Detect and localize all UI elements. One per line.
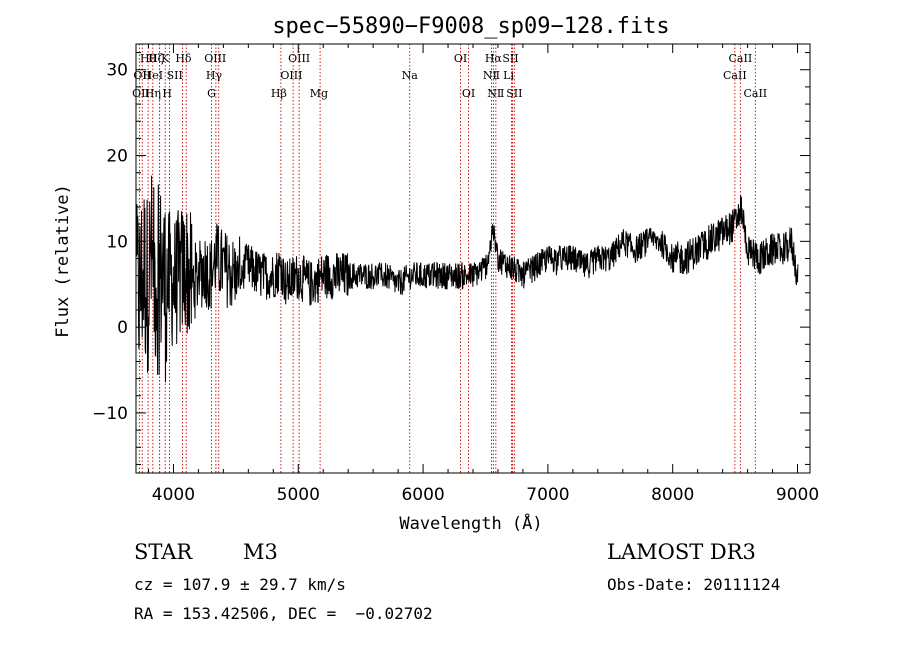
- emission-line-markers: [138, 44, 756, 473]
- line-label-24: Li: [503, 69, 514, 82]
- object-subclass: M3: [243, 540, 278, 564]
- line-label-27: CaII: [729, 52, 753, 65]
- line-label-2: OII: [133, 69, 151, 82]
- line-label-1: Hθ: [140, 52, 157, 65]
- line-label-26: CaII: [723, 69, 747, 82]
- line-label-14: OIII: [280, 69, 302, 82]
- line-label-4: HeI: [143, 69, 163, 82]
- line-label-19: OI: [462, 87, 475, 100]
- line-label-5: Hζ: [148, 52, 164, 65]
- y-axis-label: Flux (relative): [53, 184, 73, 338]
- line-label-13: Hβ: [271, 87, 287, 100]
- y-tick-label-0: −10: [92, 404, 128, 424]
- x-tick-label-4: 8000: [651, 485, 694, 505]
- object-class: STAR: [134, 540, 193, 564]
- y-tick-label-1: 0: [117, 318, 128, 338]
- line-label-7: H: [162, 87, 172, 100]
- line-label-25: SII: [506, 87, 522, 100]
- survey-name: LAMOST DR3: [607, 540, 756, 564]
- coordinates: RA = 153.42506, DEC = −0.02702: [134, 604, 433, 623]
- line-label-0: OII: [132, 87, 150, 100]
- line-label-15: OIII: [288, 52, 310, 65]
- line-label-9: Hδ: [175, 52, 192, 65]
- line-label-22: NⅡ: [487, 87, 504, 100]
- y-tick-label-3: 20: [106, 147, 128, 167]
- chart-title: spec−55890−F9008_sp09−128.fits: [272, 14, 669, 39]
- line-label-16: Mg: [310, 87, 328, 100]
- line-label-12: Hγ: [206, 69, 223, 82]
- line-label-23: SII: [502, 52, 518, 65]
- x-tick-label-2: 6000: [401, 485, 444, 505]
- y-axis-ticks: −10 0 10 20 30: [92, 52, 810, 465]
- line-label-21: Hα: [485, 52, 503, 65]
- line-label-17: Na: [402, 69, 419, 82]
- plot-frame: [135, 43, 811, 474]
- x-tick-label-1: 5000: [277, 485, 320, 505]
- line-label-11: OIII: [204, 52, 226, 65]
- x-tick-label-0: 4000: [152, 485, 195, 505]
- flux-trace: [136, 175, 799, 383]
- x-axis-ticks: 4000 5000 6000 7000 8000 9000: [147, 44, 819, 505]
- y-tick-label-2: 10: [106, 232, 128, 252]
- line-label-20: NⅡ: [483, 69, 500, 82]
- line-label-28: CaII: [743, 87, 767, 100]
- line-label-6: K: [161, 52, 170, 65]
- y-tick-label-4: 30: [106, 61, 128, 81]
- redshift-velocity: cz = 107.9 ± 29.7 km/s: [134, 575, 346, 594]
- observation-date: Obs-Date: 20111124: [607, 575, 781, 594]
- line-label-18: OI: [454, 52, 467, 65]
- x-tick-label-3: 7000: [526, 485, 569, 505]
- line-label-8: SII: [167, 69, 183, 82]
- x-tick-label-5: 9000: [776, 485, 819, 505]
- line-label-10: G: [207, 87, 216, 100]
- x-axis-label: Wavelength (Å): [399, 512, 542, 534]
- line-label-3: Hη: [145, 87, 161, 100]
- emission-line-labels: OIIHθOIIHηHeIHζKHSIIHδGOIIIHγHβOIIIOIIIM…: [132, 52, 767, 100]
